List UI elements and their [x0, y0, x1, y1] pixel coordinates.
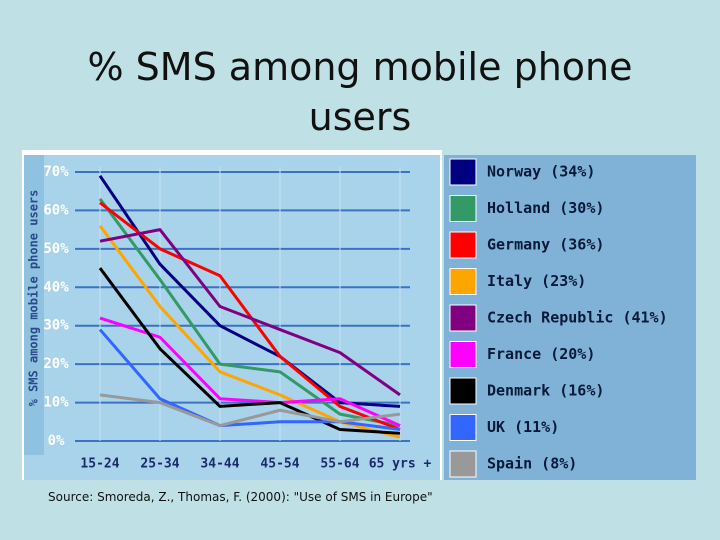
y-tick-label: 30% — [43, 318, 69, 334]
y-tick-label: 60% — [43, 202, 69, 218]
legend-swatch — [449, 158, 477, 186]
x-tick-label: 25-34 — [140, 457, 179, 472]
series-line — [98, 198, 401, 428]
legend-label: Holland (30%) — [487, 199, 604, 217]
legend-label: Norway (34%) — [487, 163, 595, 181]
y-tick-label: 20% — [43, 356, 69, 372]
series-line — [99, 201, 401, 431]
legend-swatch — [449, 414, 477, 441]
y-tick-label: 0% — [48, 433, 65, 449]
x-tick-label: 55-64 — [320, 457, 359, 472]
legend-label: France (20%) — [487, 345, 595, 363]
legend-label: Germany (36%) — [487, 236, 604, 254]
legend-label: Denmark (16%) — [487, 382, 604, 400]
legend-label: UK (11%) — [487, 418, 559, 436]
label-strip — [24, 155, 44, 455]
series-line — [98, 328, 401, 431]
legend-swatch — [449, 268, 477, 295]
y-tick-label: 70% — [43, 164, 69, 180]
legend-swatch — [449, 450, 477, 478]
legend-label: Italy (23%) — [487, 272, 586, 290]
x-tick-label: 34-44 — [200, 457, 239, 472]
series-line — [99, 228, 401, 397]
y-tick-label: 50% — [43, 241, 69, 257]
legend-swatch — [449, 304, 477, 332]
y-axis-label: % SMS among mobile phone users — [27, 190, 41, 407]
legend-panel — [444, 155, 696, 480]
source-note: Source: Smoreda, Z., Thomas, F. (2000): … — [48, 490, 433, 504]
x-tick-label: 65 yrs + — [369, 457, 432, 472]
y-tick-label: 10% — [43, 395, 69, 411]
legend-swatch — [449, 341, 477, 368]
series-line — [98, 267, 401, 435]
y-tick-label: 40% — [43, 279, 69, 295]
slide-title: % SMS among mobile phone users — [87, 45, 633, 139]
legend-swatch — [449, 231, 477, 259]
x-tick-label: 15-24 — [80, 457, 119, 472]
legend-label: Czech Republic (41%) — [487, 309, 668, 327]
legend-swatch — [449, 377, 477, 405]
series-line — [99, 393, 401, 428]
legend-label: Spain (8%) — [487, 455, 577, 473]
x-tick-label: 45-54 — [260, 457, 299, 472]
legend-swatch — [449, 195, 477, 222]
chart: % SMS among mobile phone users 0% 10% 20% 3… — [22, 150, 696, 480]
